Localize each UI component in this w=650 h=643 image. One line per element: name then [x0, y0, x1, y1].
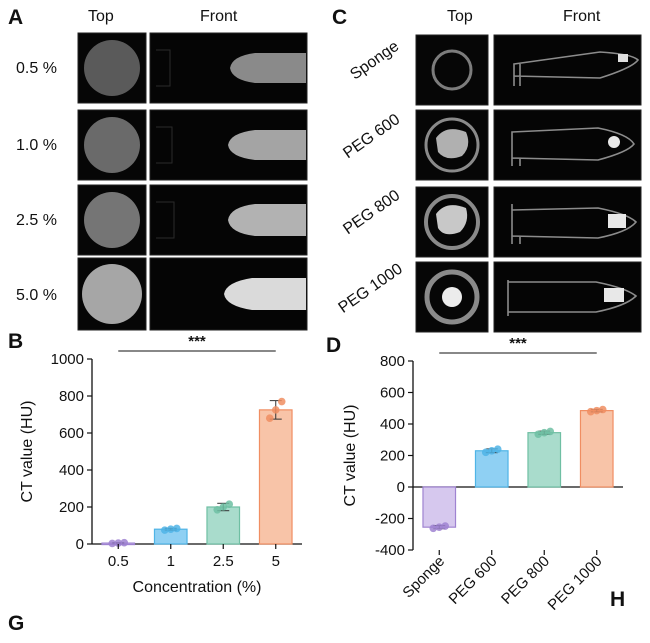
row-label: 1.0 %	[16, 137, 57, 154]
data-point	[277, 397, 286, 406]
y-tick-label: 600	[380, 385, 405, 402]
sample-fill	[228, 204, 306, 236]
x-tick-label: Sponge	[399, 553, 448, 602]
panel-letter-d: D	[326, 334, 342, 357]
data-point	[598, 405, 607, 414]
data-point	[429, 524, 438, 533]
data-point	[219, 503, 228, 511]
panel-c-front-column	[493, 34, 642, 333]
y-tick-label: 200	[59, 499, 84, 516]
data-point	[546, 427, 555, 436]
y-tick-label: 1000	[51, 351, 84, 368]
bar	[422, 486, 457, 528]
data-point	[166, 525, 175, 533]
bar	[258, 409, 293, 545]
panel-letter-h: H	[610, 588, 626, 611]
data-point	[265, 414, 274, 422]
row-label: 0.5 %	[16, 60, 57, 77]
data-point	[493, 445, 502, 453]
data-point	[540, 428, 549, 437]
y-tick-label: 200	[380, 448, 405, 465]
x-tick-label: PEG 800	[498, 553, 553, 608]
chart-b: 0 200 400 600 800 1000 CT value (HU) 0.5 1 2.5 5 **…	[19, 335, 302, 596]
panel-a-front-column	[149, 32, 308, 331]
row-label: 5.0 %	[16, 287, 57, 304]
ct-front-tile	[493, 34, 642, 106]
bar	[579, 410, 614, 488]
data-point	[487, 446, 496, 455]
data-point	[271, 406, 280, 414]
data-point	[114, 539, 123, 547]
x-tick-label: 2.5	[213, 553, 234, 570]
sample-fill	[224, 278, 306, 310]
significance-label: ***	[188, 335, 206, 350]
panel-a-top-header: Top	[88, 8, 114, 25]
data-point	[172, 524, 181, 533]
y-tick-label: 0	[397, 479, 405, 496]
hydrogel-fill	[436, 205, 468, 235]
x-tick-label: 0.5	[108, 553, 129, 570]
sponge-ring	[424, 117, 480, 173]
sponge-ring	[424, 194, 480, 250]
sponge-ring	[431, 49, 473, 91]
y-tick-label: 400	[59, 462, 84, 479]
y-tick-label: -200	[375, 511, 405, 528]
data-point	[481, 448, 490, 457]
panel-letter-b: B	[8, 330, 24, 353]
sample-fill	[228, 130, 306, 160]
sample-disk	[84, 192, 140, 248]
x-tick-label: 1	[167, 553, 175, 570]
significance-label: ***	[509, 335, 527, 352]
data-point	[120, 538, 129, 547]
panel-a-top-column	[77, 32, 147, 331]
data-point	[441, 522, 450, 530]
panel-letter-c: C	[332, 6, 348, 29]
sample-disk	[84, 40, 140, 96]
y-tick-label: 800	[380, 353, 405, 370]
chart-d: -400 -200 0 200 400 600 800 CT value (HU) Sponge…	[342, 335, 623, 614]
data-point	[586, 407, 595, 416]
bar	[206, 506, 241, 545]
x-axis-label: Concentration (%)	[133, 579, 262, 596]
bar	[527, 432, 562, 488]
panel-c-top-column	[415, 34, 489, 333]
y-tick-label: 600	[59, 425, 84, 442]
ct-image-tiles	[77, 32, 642, 333]
ct-top-tile	[415, 34, 489, 106]
hydrogel-fill	[436, 129, 469, 159]
row-label: 2.5 %	[16, 212, 57, 229]
y-axis-label: CT value (HU)	[342, 405, 359, 507]
y-tick-label: 800	[59, 388, 84, 405]
data-point	[225, 500, 234, 509]
data-point	[160, 526, 169, 534]
panel-c-front-header: Front	[563, 8, 601, 25]
data-point	[108, 539, 117, 548]
sample-disk	[84, 117, 140, 173]
hydrogel-fill	[442, 287, 462, 307]
y-tick-label: -400	[375, 542, 405, 559]
sample-fill	[230, 53, 306, 83]
data-point	[435, 523, 444, 531]
y-axis-label: CT value (HU)	[19, 401, 36, 503]
panel-c-top-header: Top	[447, 8, 473, 25]
data-point	[592, 406, 601, 415]
y-tick-label: 400	[380, 416, 405, 433]
data-point	[213, 505, 222, 514]
x-tick-label: 5	[272, 553, 280, 570]
panel-letter-a: A	[8, 6, 24, 29]
panel-a-front-header: Front	[200, 8, 238, 25]
data-point	[534, 430, 543, 439]
bar	[474, 450, 509, 488]
panel-letter-g: G	[8, 612, 25, 635]
x-tick-label: PEG 600	[446, 553, 501, 608]
x-tick-label: PEG 1000	[545, 553, 606, 614]
sponge-ring	[424, 269, 480, 325]
sample-disk	[82, 264, 142, 324]
y-tick-label: 0	[76, 536, 84, 553]
